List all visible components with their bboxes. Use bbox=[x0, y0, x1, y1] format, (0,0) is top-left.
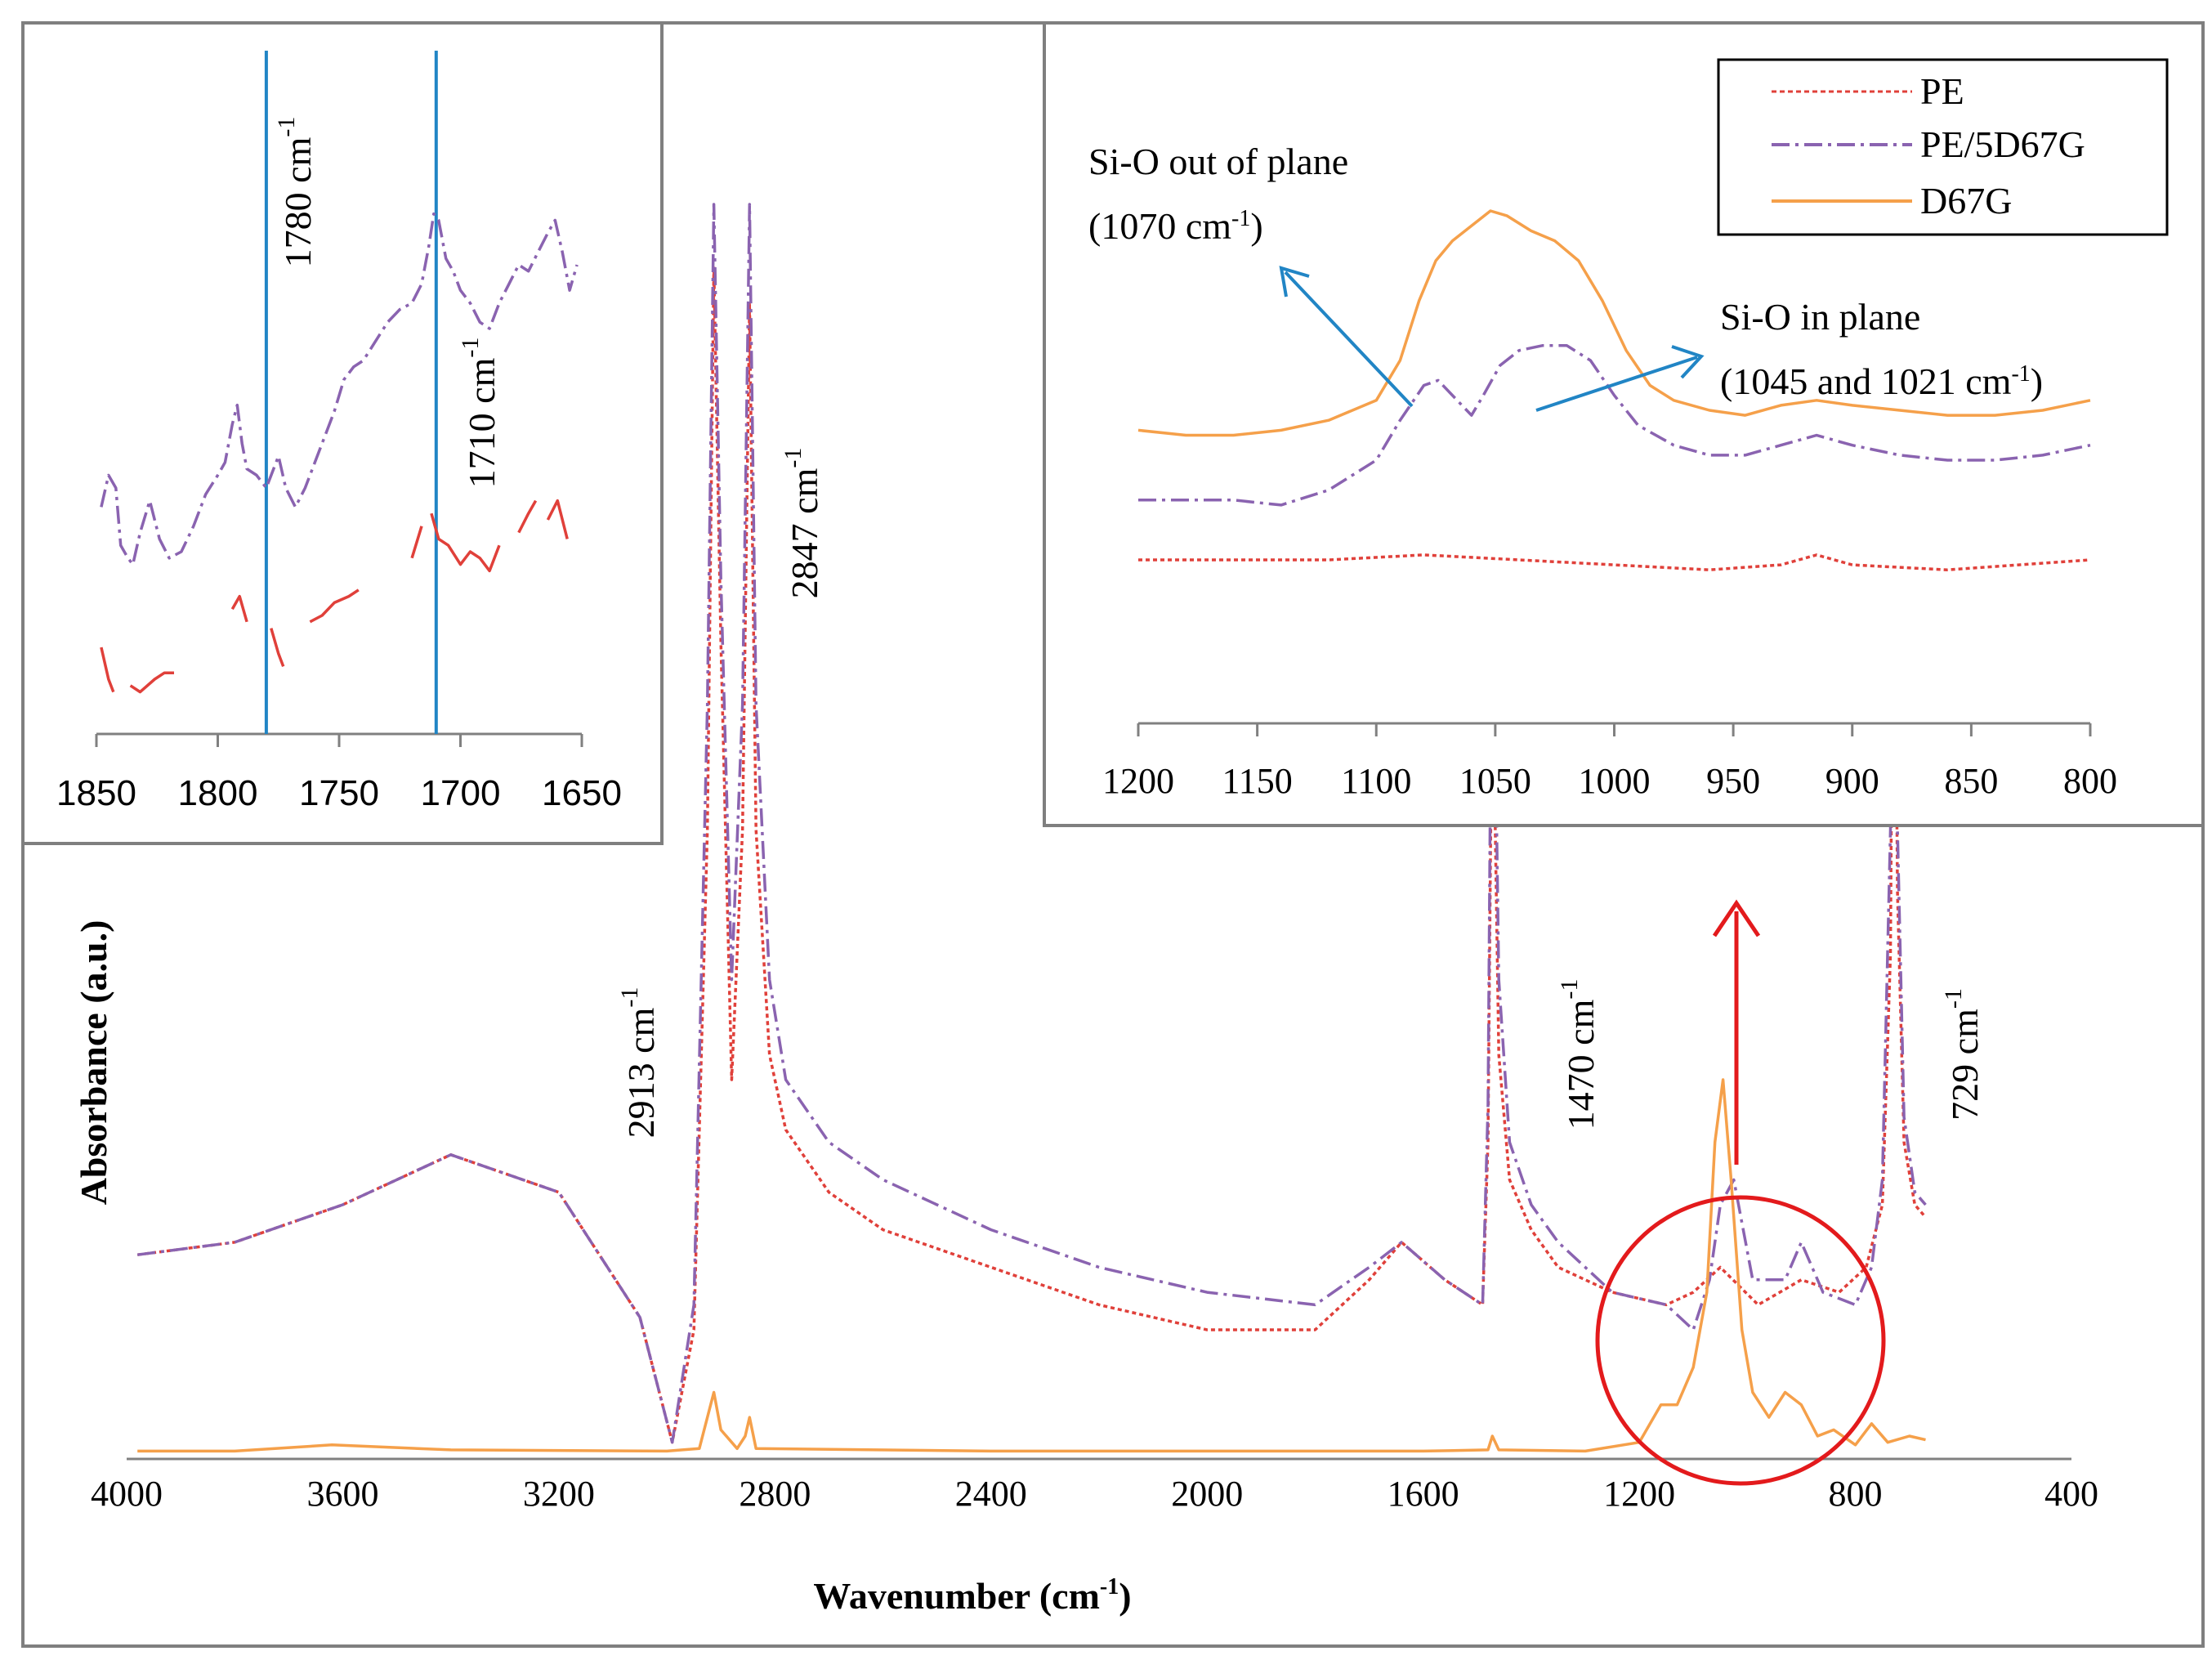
annotation-in-plane-line2: (1045 and 1021 cm-1) bbox=[1720, 360, 2043, 402]
x-tick-label: 900 bbox=[1825, 761, 1879, 801]
inset-left-frame bbox=[23, 23, 662, 843]
y-axis-label: Absorbance (a.u.) bbox=[73, 920, 114, 1206]
x-tick-label: 2000 bbox=[1171, 1474, 1243, 1514]
x-tick-label: 800 bbox=[2063, 761, 2117, 801]
vline-label-1710: 1710 cm-1 bbox=[457, 338, 503, 489]
legend: PE PE/5D67G D67G bbox=[1718, 60, 2167, 235]
x-tick-label: 1200 bbox=[1603, 1474, 1675, 1514]
peak-label-2913: 2913 cm-1 bbox=[616, 987, 662, 1139]
x-tick-label: 1100 bbox=[1341, 761, 1411, 801]
x-axis-label: Wavenumber (cm-1) bbox=[813, 1574, 1131, 1617]
x-tick-label: 1000 bbox=[1579, 761, 1651, 801]
annotation-out-of-plane-line1: Si-O out of plane bbox=[1088, 141, 1348, 182]
x-tick-label: 950 bbox=[1706, 761, 1760, 801]
annotation-in-plane-line1: Si-O in plane bbox=[1720, 296, 1920, 338]
x-tick-label: 1050 bbox=[1459, 761, 1531, 801]
x-tick-label: 400 bbox=[2044, 1474, 2098, 1514]
x-tick-label: 1600 bbox=[1388, 1474, 1459, 1514]
x-tick-label: 1700 bbox=[421, 773, 501, 813]
x-tick-label: 2400 bbox=[955, 1474, 1027, 1514]
x-tick-label: 800 bbox=[1829, 1474, 1883, 1514]
x-tick-label: 1650 bbox=[542, 773, 622, 813]
peak-label-1470: 1470 cm-1 bbox=[1556, 979, 1602, 1130]
x-tick-label: 2800 bbox=[739, 1474, 811, 1514]
x-tick-label: 3200 bbox=[523, 1474, 595, 1514]
x-tick-label: 3600 bbox=[306, 1474, 378, 1514]
peak-label-2847: 2847 cm-1 bbox=[780, 448, 825, 599]
inset-right: 1200 1150 1100 1050 1000 950 900 850 800 Si-O ou… bbox=[1044, 23, 2203, 826]
x-tick-label: 1150 bbox=[1222, 761, 1292, 801]
x-tick-label: 850 bbox=[1944, 761, 1998, 801]
legend-label-pe5d67g: PE/5D67G bbox=[1920, 123, 2085, 165]
x-tick-label: 1200 bbox=[1102, 761, 1174, 801]
inset-left: 1850 1800 1750 1700 1650 1780 cm-1 1710 cm-1 bbox=[23, 23, 662, 843]
figure-canvas: 4000 3600 3200 2800 2400 2000 1600 1200 800 400 W… bbox=[0, 0, 2212, 1669]
x-tick-label: 1850 bbox=[56, 773, 136, 813]
vline-label-1780: 1780 cm-1 bbox=[273, 117, 319, 268]
x-tick-label: 4000 bbox=[91, 1474, 163, 1514]
x-tick-label: 1750 bbox=[299, 773, 379, 813]
legend-label-pe: PE bbox=[1920, 70, 1964, 112]
legend-label-d67g: D67G bbox=[1920, 180, 2012, 221]
x-tick-label: 1800 bbox=[178, 773, 258, 813]
